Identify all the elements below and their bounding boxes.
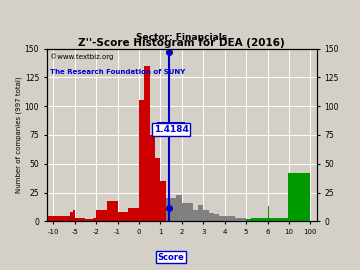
Bar	[155, 158, 160, 221]
Bar	[246, 219, 251, 221]
Bar	[257, 218, 262, 221]
Bar	[144, 66, 150, 221]
Bar	[214, 214, 219, 221]
Bar	[267, 207, 269, 221]
Bar	[235, 218, 241, 221]
Bar	[225, 216, 230, 221]
Bar	[251, 218, 257, 221]
Bar	[85, 219, 89, 221]
Title: Z''-Score Histogram for DEA (2016): Z''-Score Histogram for DEA (2016)	[78, 38, 285, 48]
Text: The Research Foundation of SUNY: The Research Foundation of SUNY	[50, 69, 185, 75]
Bar	[182, 203, 187, 221]
Bar	[193, 210, 198, 221]
Bar	[198, 205, 203, 221]
Text: 1.4184: 1.4184	[154, 125, 189, 134]
Bar	[150, 135, 155, 221]
Bar	[176, 195, 182, 221]
Bar	[269, 218, 288, 221]
Y-axis label: Number of companies (997 total): Number of companies (997 total)	[15, 77, 22, 193]
Bar	[160, 181, 166, 221]
Bar	[70, 212, 72, 221]
Text: ©www.textbiz.org: ©www.textbiz.org	[50, 54, 113, 60]
Bar	[128, 208, 139, 221]
Bar	[171, 198, 176, 221]
Bar	[203, 210, 208, 221]
Bar	[89, 219, 93, 221]
Text: Score: Score	[158, 252, 184, 262]
Bar	[241, 218, 246, 221]
Bar	[166, 198, 171, 221]
Bar	[187, 203, 193, 221]
Bar	[288, 173, 310, 221]
Bar	[117, 212, 128, 221]
Bar	[262, 218, 267, 221]
Bar	[139, 100, 144, 221]
Bar	[93, 218, 96, 221]
Bar	[72, 210, 75, 221]
Bar	[208, 213, 214, 221]
Bar	[230, 216, 235, 221]
Bar	[75, 218, 85, 221]
Bar	[96, 210, 107, 221]
Bar	[219, 216, 225, 221]
Bar	[107, 201, 117, 221]
Bar	[40, 216, 70, 221]
Text: Sector: Financials: Sector: Financials	[136, 33, 228, 42]
